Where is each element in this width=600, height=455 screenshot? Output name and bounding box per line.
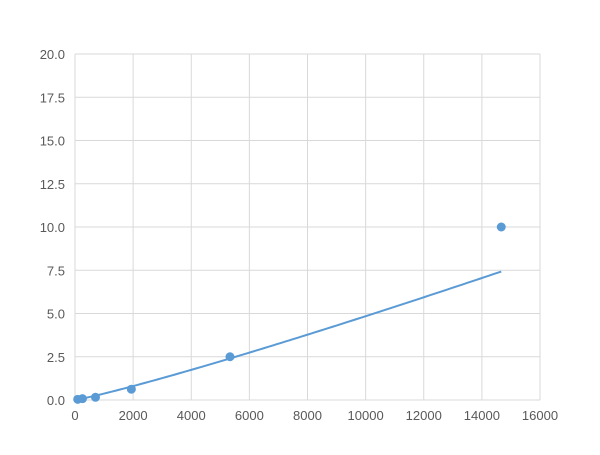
x-tick-label: 8000: [293, 408, 322, 423]
y-tick-label: 7.5: [47, 263, 65, 278]
x-tick-label: 12000: [406, 408, 442, 423]
data-point: [225, 352, 235, 362]
y-tick-label: 10.0: [40, 220, 65, 235]
trend-curve: [77, 270, 502, 401]
data-point: [496, 222, 506, 232]
y-tick-label: 12.5: [40, 177, 65, 192]
data-point: [77, 394, 87, 404]
x-tick-label: 4000: [177, 408, 206, 423]
y-tick-label: 0.0: [47, 393, 65, 408]
x-tick-label: 0: [71, 408, 78, 423]
x-tick-label: 10000: [348, 408, 384, 423]
y-tick-label: 15.0: [40, 134, 65, 149]
x-tick-label: 16000: [522, 408, 558, 423]
x-tick-label: 2000: [119, 408, 148, 423]
y-tick-label: 2.5: [47, 350, 65, 365]
data-point: [90, 392, 100, 402]
data-point: [126, 384, 136, 394]
y-tick-label: 17.5: [40, 90, 65, 105]
x-tick-label: 14000: [464, 408, 500, 423]
x-tick-label: 6000: [235, 408, 264, 423]
y-tick-label: 20.0: [40, 47, 65, 62]
y-tick-label: 5.0: [47, 307, 65, 322]
